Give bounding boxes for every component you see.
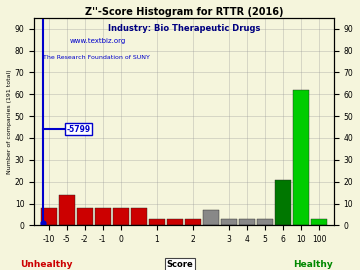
Bar	[149, 219, 165, 225]
Bar	[239, 219, 255, 225]
Bar	[59, 195, 75, 225]
Bar	[275, 180, 291, 225]
Bar	[77, 208, 93, 225]
Bar	[167, 219, 183, 225]
Y-axis label: Number of companies (191 total): Number of companies (191 total)	[7, 69, 12, 174]
Bar	[293, 90, 309, 225]
Text: www.textbiz.org: www.textbiz.org	[70, 38, 126, 44]
Text: Score: Score	[167, 260, 193, 269]
Bar	[311, 219, 327, 225]
Bar	[185, 219, 201, 225]
Bar	[131, 208, 147, 225]
Text: Unhealthy: Unhealthy	[21, 260, 73, 269]
Text: -5799: -5799	[67, 125, 91, 134]
Text: The Research Foundation of SUNY: The Research Foundation of SUNY	[43, 55, 150, 60]
Text: Healthy: Healthy	[293, 260, 333, 269]
Bar	[41, 208, 57, 225]
Bar	[257, 219, 273, 225]
Bar	[113, 208, 129, 225]
Text: Industry: Bio Therapeutic Drugs: Industry: Bio Therapeutic Drugs	[108, 24, 260, 33]
Bar	[203, 210, 219, 225]
Bar	[221, 219, 237, 225]
Bar	[95, 208, 111, 225]
Title: Z''-Score Histogram for RTTR (2016): Z''-Score Histogram for RTTR (2016)	[85, 7, 283, 17]
